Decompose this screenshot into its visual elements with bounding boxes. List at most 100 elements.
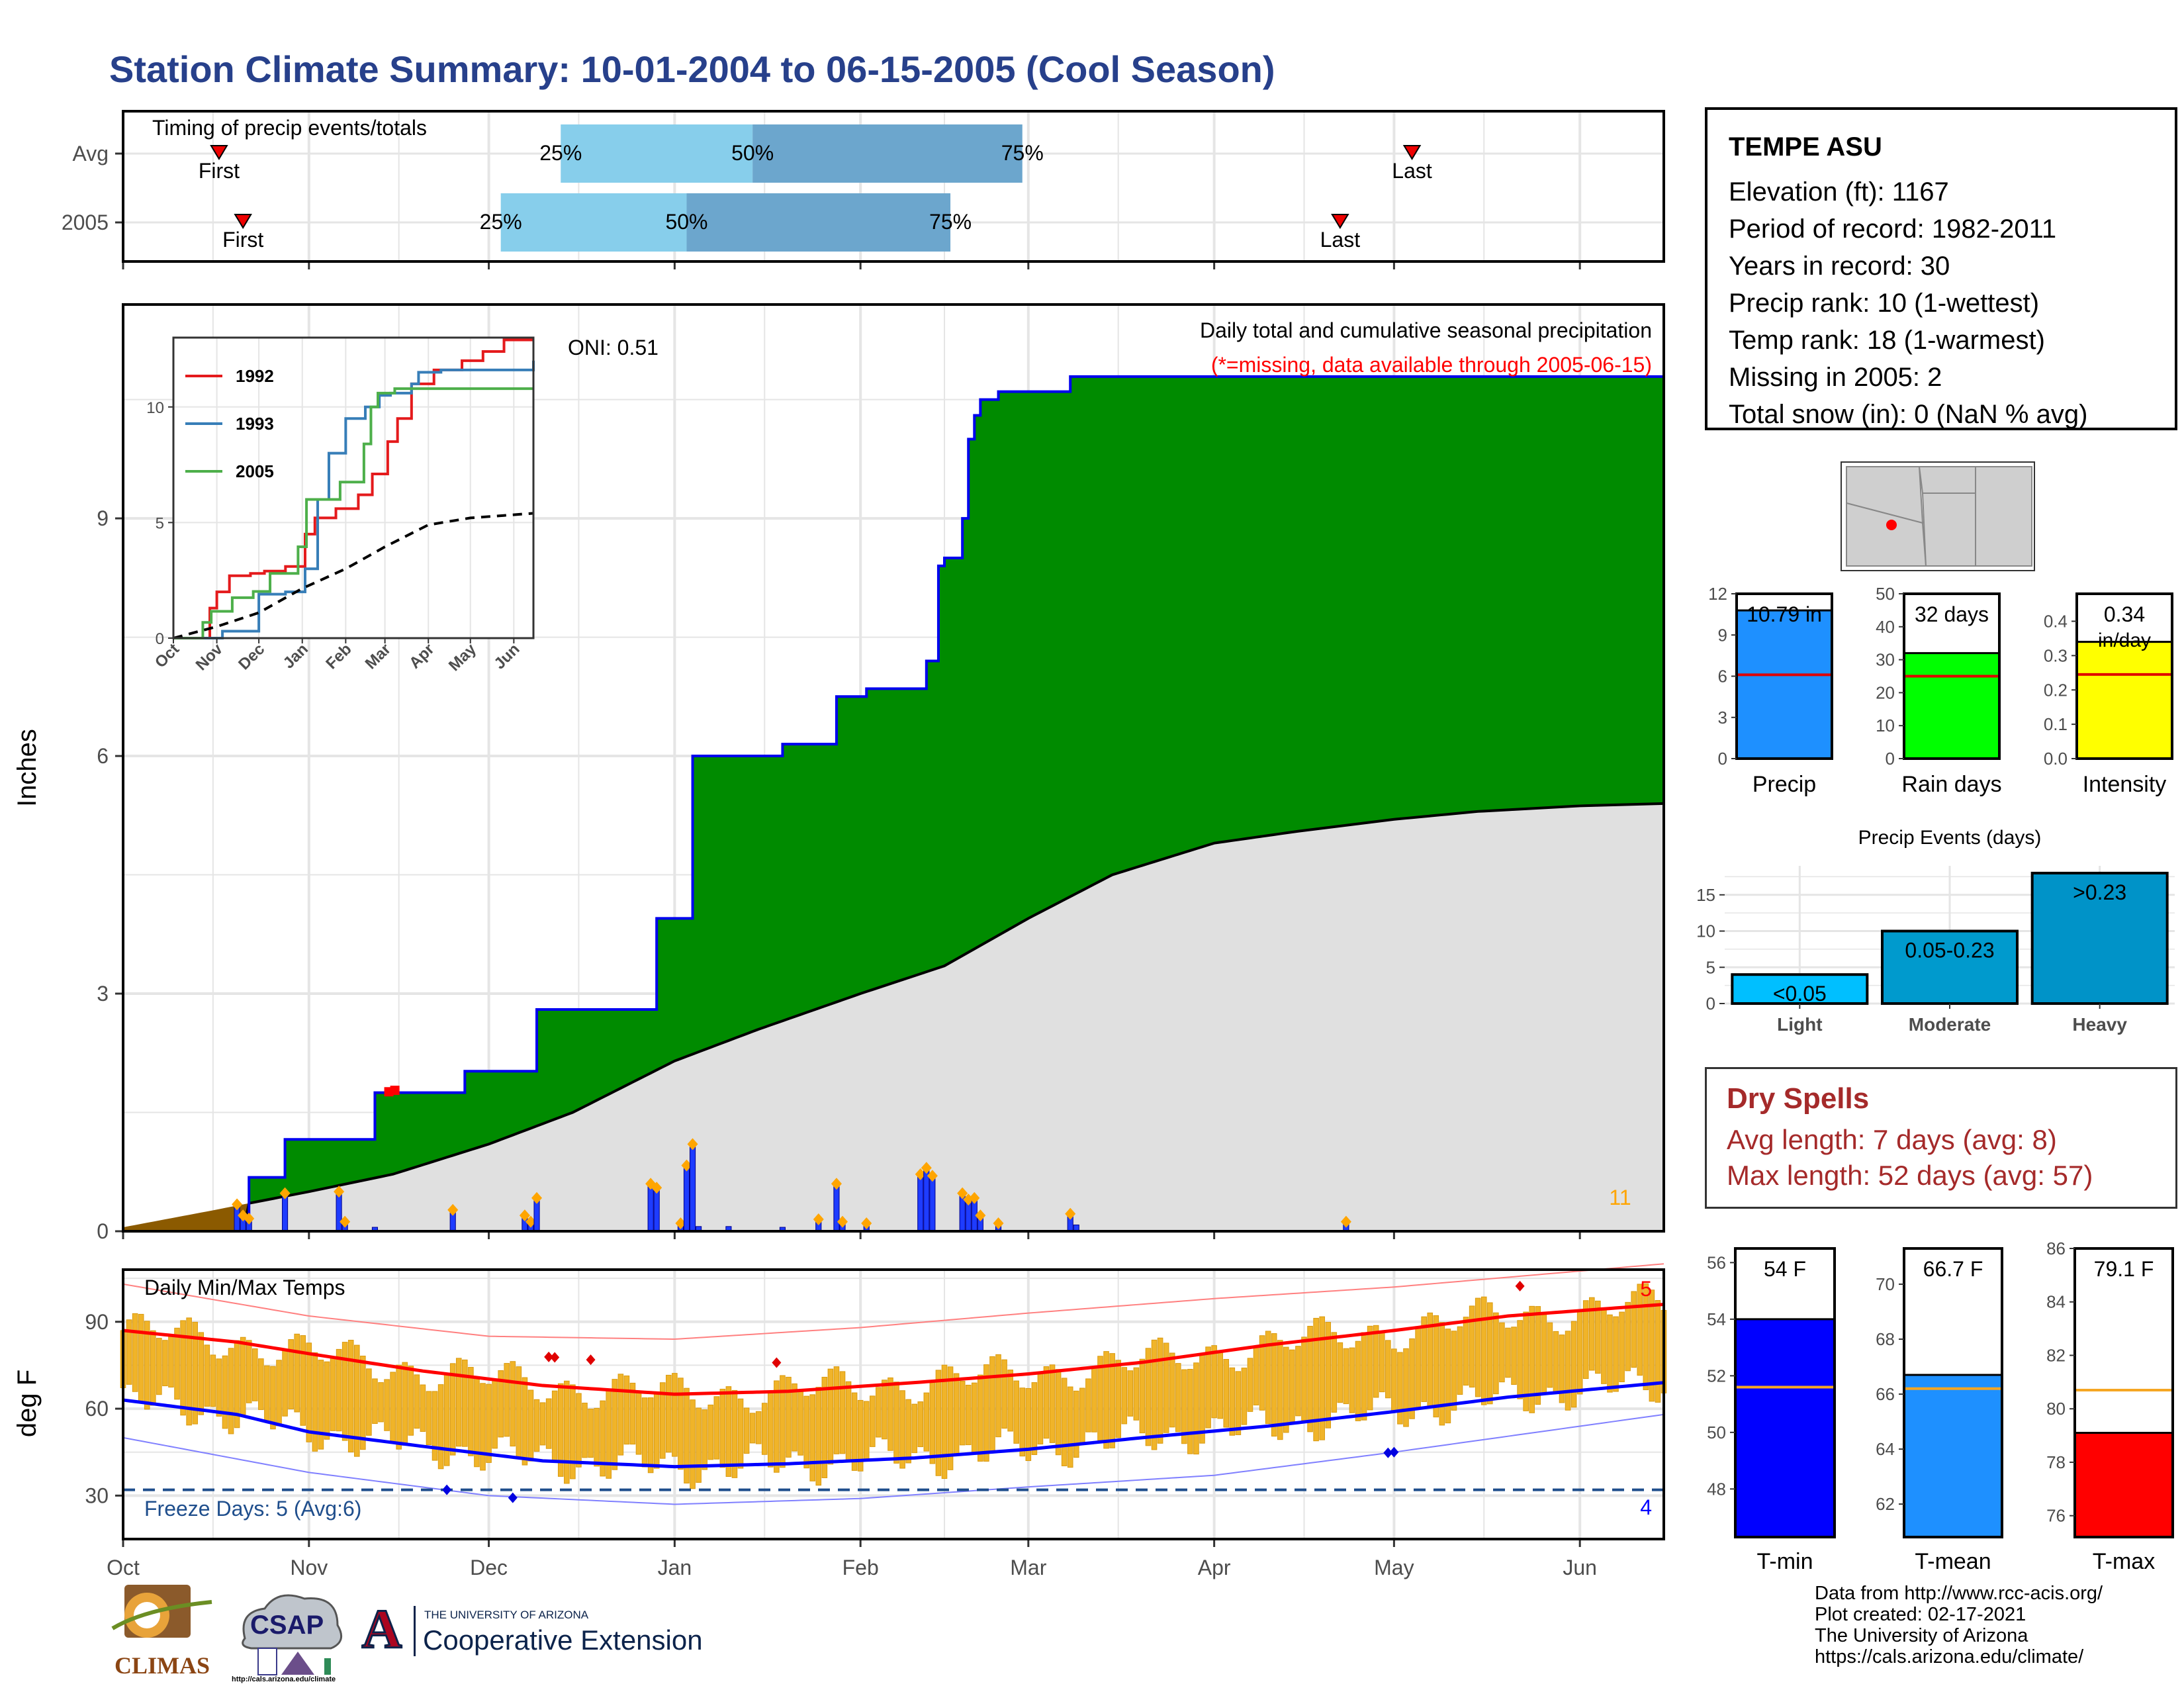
daily-temp-range-bar: [186, 1317, 192, 1426]
daily-temp-range-bar: [1613, 1316, 1619, 1392]
daily-temp-range-bar: [1480, 1296, 1487, 1405]
daily-temp-range-bar: [1139, 1358, 1146, 1434]
daily-temp-range-bar: [1319, 1316, 1325, 1440]
events-category-label: Moderate: [1909, 1014, 1991, 1035]
first-label: First: [222, 228, 263, 252]
daily-temp-range-bar: [1361, 1332, 1367, 1421]
month-tick-label: May: [1374, 1556, 1414, 1579]
precip-y-axis-label: Inches: [13, 729, 42, 807]
month-tick-label: Feb: [842, 1556, 879, 1579]
inset-y-tick-label: 10: [146, 399, 164, 417]
daily-temp-range-bar: [731, 1389, 738, 1478]
climas-logo: CLIMAS: [106, 1582, 218, 1679]
q25-label: 25%: [539, 141, 582, 165]
daily-temp-range-bar: [168, 1335, 174, 1387]
daily-temp-range-bar: [1475, 1297, 1481, 1397]
daily-temp-range-bar: [797, 1391, 803, 1456]
first-label: First: [199, 159, 240, 183]
daily-temp-range-bar: [1343, 1348, 1349, 1405]
daily-temp-range-bar: [1607, 1314, 1613, 1393]
dry-spells-details: Avg length: 7 days (avg: 8) Max length: …: [1727, 1122, 2093, 1194]
daily-temp-range-bar: [300, 1335, 306, 1426]
daily-temp-range-bar: [588, 1409, 594, 1458]
daily-temp-range-bar: [792, 1383, 797, 1452]
daily-temp-range-bar: [1253, 1345, 1259, 1406]
daily-temp-range-bar: [672, 1373, 678, 1457]
daily-temp-range-bar: [1493, 1312, 1499, 1395]
quartile-bar-25-50: [561, 124, 753, 183]
record-high-line: [122, 1263, 1664, 1340]
daily-temp-range-bar: [545, 1398, 552, 1449]
daily-temp-range-bar: [162, 1340, 168, 1387]
temp-y-tick-label: 60: [85, 1397, 109, 1421]
daily-temp-range-bar: [1553, 1331, 1559, 1393]
csap-emblem: [242, 1594, 343, 1675]
daily-temp-range-bar: [498, 1370, 504, 1438]
daily-temp-range-bar: [899, 1390, 905, 1469]
years-line: Years in record: 30: [1729, 252, 1950, 281]
daily-temp-range-bar: [1157, 1337, 1163, 1444]
daily-temp-range-bar: [522, 1377, 528, 1466]
precip-total-chart: 0 3 6 9 12 10.79 in Precip: [1708, 584, 1833, 797]
daily-temp-range-bar: [809, 1394, 816, 1481]
precip-event-marker: [232, 1198, 243, 1211]
daily-temp-range-bar: [1367, 1325, 1373, 1411]
daily-temp-range-bar: [384, 1379, 390, 1431]
daily-temp-range-bar: [443, 1373, 450, 1466]
period-line: Period of record: 1982-2011: [1729, 214, 2057, 244]
daily-temp-range-bar: [570, 1384, 576, 1479]
daily-temp-range-bar: [761, 1403, 768, 1455]
daily-temp-range-bar: [911, 1403, 917, 1454]
precip-event-marker: [651, 1182, 662, 1194]
daily-temp-range-bar: [1307, 1325, 1313, 1432]
events-bar-label: >0.23: [2073, 880, 2126, 904]
daily-temp-range-bar: [870, 1395, 876, 1447]
temp-mean-chart-value-label: 66.7 F: [1923, 1257, 1983, 1281]
temp-mean-chart-border: [1903, 1247, 2003, 1538]
precip-event-marker: [975, 1209, 986, 1222]
temp-mean-chart-value-bar: [1903, 1374, 2003, 1538]
daily-temp-range-bar: [264, 1365, 270, 1423]
daily-temp-range-bar: [641, 1397, 648, 1468]
inset-average-line: [173, 512, 534, 639]
location-map: [1841, 461, 2035, 571]
daily-temp-range-bar: [702, 1409, 707, 1470]
daily-temp-range-bar: [539, 1402, 546, 1446]
daily-temp-range-bar: [251, 1348, 258, 1401]
daily-temp-range-bar: [1505, 1327, 1511, 1378]
daily-temp-range-bar: [1582, 1300, 1589, 1380]
events-bar-heavy: [2030, 871, 2169, 1006]
daily-temp-range-bar: [1265, 1331, 1271, 1425]
daily-temp-range-bar: [1337, 1342, 1343, 1403]
temp-max-chart-y-tick-label: 78: [2046, 1452, 2066, 1472]
deficit-area: [123, 1203, 250, 1231]
events-chart-title: Precip Events (days): [1858, 827, 2042, 849]
data-source-line: Data from http://www.rcc-acis.org/: [1815, 1583, 2103, 1604]
daily-temp-range-bar: [1061, 1378, 1068, 1466]
daily-temp-range-bar: [1283, 1346, 1289, 1433]
daily-temp-range-bar: [1031, 1382, 1038, 1455]
daily-temp-range-bar: [1205, 1346, 1211, 1429]
q50-label: 50%: [665, 210, 707, 234]
daily-temp-range-bar: [372, 1378, 378, 1424]
daily-temp-range-bar: [1055, 1369, 1062, 1456]
daily-temp-range-bar: [1235, 1371, 1242, 1435]
precip-event-marker: [340, 1215, 351, 1228]
daily-temp-range-bar: [1271, 1333, 1277, 1437]
rain-days-chart-border: [1903, 592, 2001, 760]
daily-temp-range-bar: [1415, 1326, 1421, 1408]
daily-temp-range-bar: [1463, 1317, 1469, 1386]
daily-temp-range-bar: [1535, 1306, 1541, 1405]
first-event-marker: [210, 145, 228, 160]
daily-temp-range-bar: [882, 1380, 887, 1440]
daily-temp-range-bar: [378, 1382, 384, 1423]
daily-temp-range-bar: [1523, 1311, 1529, 1411]
climas-emblem: [111, 1585, 212, 1638]
daily-temp-range-bar: [768, 1391, 774, 1468]
events-bar-label: <0.05: [1773, 982, 1827, 1006]
temp-mean-chart-y-tick-label: 64: [1876, 1439, 1895, 1459]
daily-temp-range-bar: [989, 1356, 995, 1452]
daily-temp-range-bar: [1127, 1370, 1134, 1417]
daily-temp-range-bar: [1049, 1364, 1056, 1443]
